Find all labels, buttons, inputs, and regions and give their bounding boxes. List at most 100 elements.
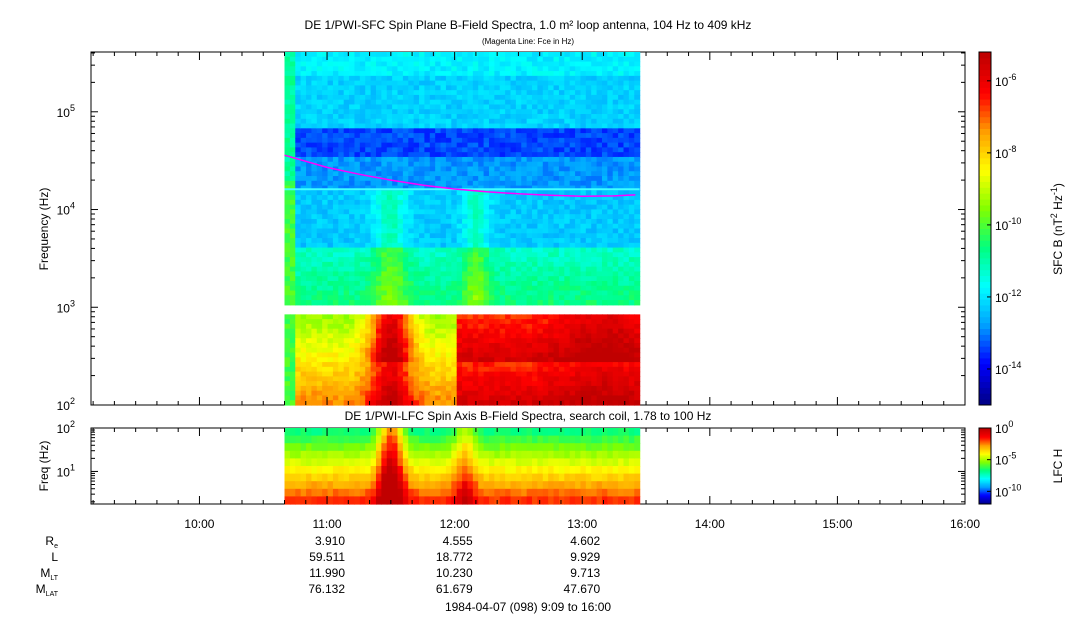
sfc-cell: [472, 276, 479, 282]
sfc-cell: [521, 123, 528, 129]
sfc-cell: [612, 147, 619, 153]
sfc-cell: [359, 142, 366, 149]
sfc-cell: [601, 218, 608, 225]
sfc-cell: [575, 85, 582, 91]
sfc-cell: [445, 190, 452, 196]
lfc-cell: [327, 428, 334, 437]
sfc-cell: [467, 137, 474, 144]
sfc-cell: [521, 90, 528, 96]
sfc-cell: [338, 137, 345, 144]
sfc-cell: [435, 271, 442, 277]
sfc-cell: [628, 156, 635, 163]
sfc-cell: [365, 338, 372, 344]
sfc-cell: [515, 323, 522, 330]
sfc-cell: [505, 80, 512, 86]
sfc-cell: [537, 371, 544, 377]
sfc-cell: [510, 118, 517, 125]
sfc-cell: [424, 342, 431, 349]
sfc-cell: [381, 166, 388, 172]
sfc-cell: [370, 109, 377, 115]
sfc-cell: [526, 261, 533, 268]
sfc-cell: [397, 247, 404, 253]
sfc-cell: [462, 166, 469, 172]
sfc-cell: [456, 362, 463, 368]
sfc-cell: [499, 328, 506, 335]
sfc-cell: [338, 295, 345, 301]
sfc-cell: [343, 190, 350, 196]
sfc-cell: [601, 118, 608, 125]
sfc-cell: [316, 61, 323, 67]
sfc-cell: [289, 390, 296, 397]
lfc-cell: [284, 458, 291, 467]
sfc-cell: [628, 352, 635, 358]
sfc-cell: [392, 352, 399, 358]
sfc-cell: [419, 233, 426, 239]
sfc-cell: [585, 75, 592, 82]
sfc-cell: [370, 152, 377, 158]
sfc-cell: [472, 104, 479, 110]
sfc-cell: [548, 218, 555, 225]
sfc-cell: [591, 171, 598, 177]
sfc-cell: [601, 190, 608, 196]
sfc-cell: [553, 242, 560, 249]
sfc-cell: [575, 276, 582, 282]
sfc-cell: [311, 342, 318, 349]
sfc-cell: [370, 242, 377, 249]
sfc-cell: [488, 300, 495, 306]
sfc-cell: [569, 323, 576, 330]
sfc-cell: [451, 381, 458, 387]
sfc-cell: [580, 90, 587, 96]
sfc-cell: [456, 99, 463, 106]
sfc-cell: [322, 385, 329, 392]
sfc-cell: [526, 109, 533, 115]
sfc-cell: [472, 271, 479, 277]
sfc-cell: [521, 319, 528, 325]
sfc-cell: [634, 228, 641, 234]
sfc-cell: [515, 338, 522, 344]
sfc-cell: [397, 271, 404, 277]
sfc-cell: [365, 218, 372, 225]
sfc-cell: [483, 233, 490, 239]
sfc-cell: [462, 118, 469, 125]
sfc-cell: [532, 85, 539, 91]
sfc-cell: [634, 342, 641, 349]
sfc-cell: [580, 247, 587, 253]
sfc-cell: [618, 142, 625, 149]
sfc-cell: [424, 66, 431, 72]
sfc-cell: [289, 199, 296, 206]
sfc-cell: [322, 61, 329, 67]
sfc-cell: [429, 133, 436, 139]
sfc-cell: [634, 390, 641, 397]
sfc-cell: [542, 390, 549, 397]
sfc-cell: [408, 242, 415, 249]
sfc-cell: [408, 199, 415, 206]
sfc-cell: [365, 128, 372, 134]
sfc-cell: [338, 362, 345, 368]
sfc-cell: [445, 371, 452, 377]
sfc-cell: [365, 66, 372, 72]
sfc-cell: [537, 271, 544, 277]
sfc-cell: [295, 104, 302, 110]
sfc-cell: [327, 85, 334, 91]
sfc-cell: [375, 242, 382, 249]
sfc-cell: [478, 395, 485, 401]
sfc-cell: [623, 185, 630, 191]
sfc-cell: [521, 271, 528, 277]
sfc-cell: [370, 381, 377, 387]
sfc-cell: [472, 176, 479, 182]
sfc-cell: [515, 61, 522, 67]
sfc-cell: [499, 247, 506, 253]
sfc-cell: [349, 161, 356, 168]
sfc-cell: [488, 156, 495, 163]
sfc-cell: [601, 381, 608, 387]
sfc-cell: [349, 271, 356, 277]
sfc-cell: [494, 381, 501, 387]
sfc-cell: [365, 180, 372, 187]
sfc-cell: [354, 75, 361, 82]
sfc-cell: [483, 376, 490, 382]
sfc-cell: [354, 247, 361, 253]
sfc-cell: [499, 233, 506, 239]
sfc-cell: [494, 85, 501, 91]
sfc-cell: [532, 295, 539, 301]
sfc-cell: [424, 314, 431, 320]
